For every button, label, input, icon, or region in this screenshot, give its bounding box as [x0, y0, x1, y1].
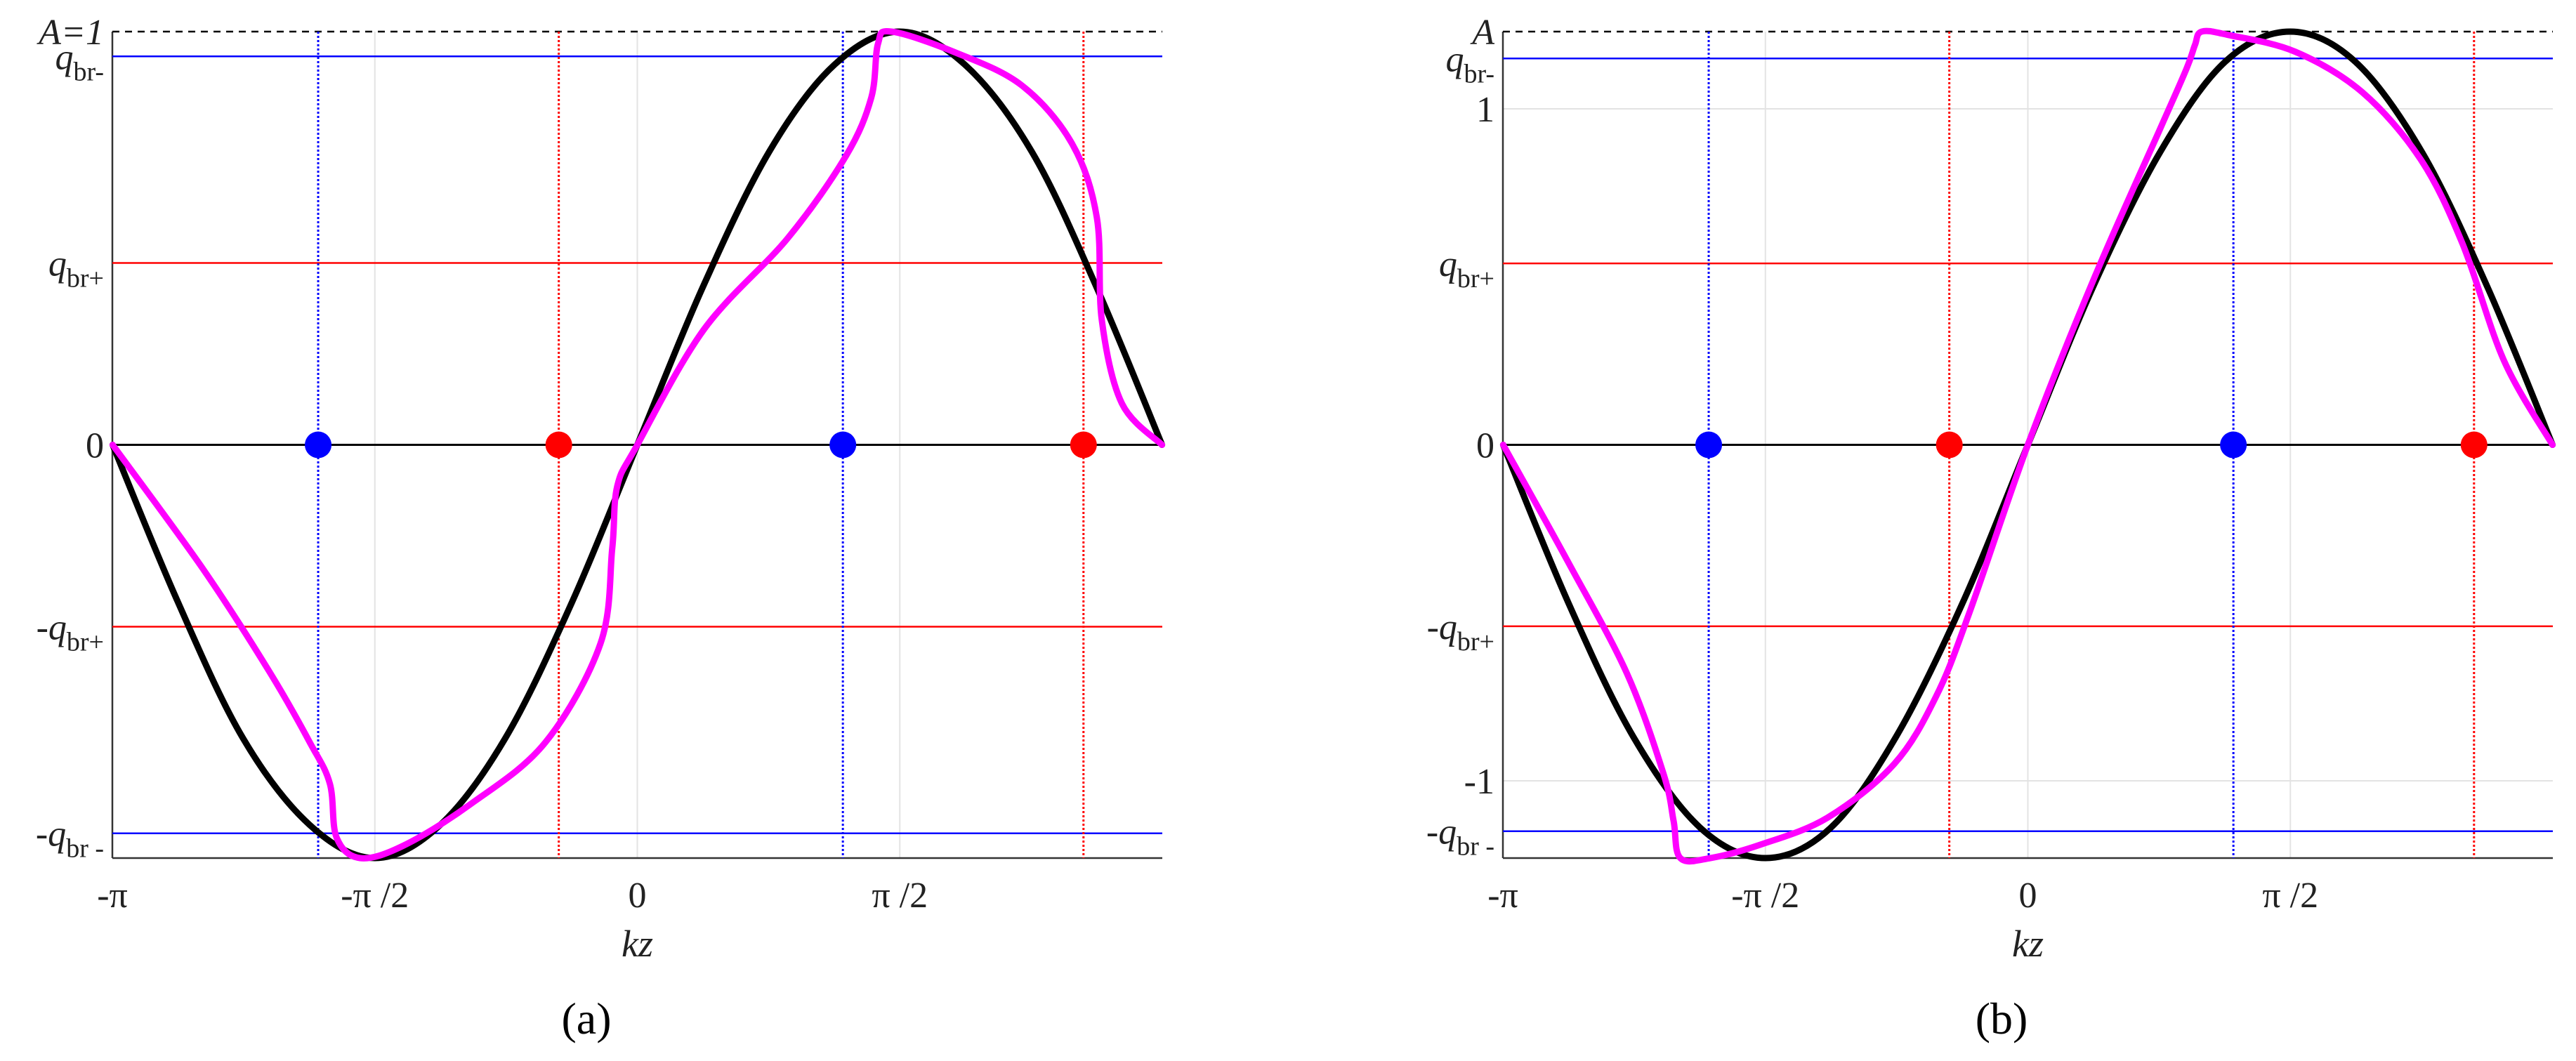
y-tick-main: -q — [37, 607, 67, 647]
x-tick-label: 0 — [629, 876, 647, 916]
y-tick-label: qbr- — [55, 37, 104, 86]
zero-marker — [545, 431, 572, 459]
zero-marker — [1936, 431, 1963, 459]
zero-marker — [2460, 431, 2488, 459]
y-tick-label: -qbr+ — [1427, 607, 1494, 657]
x-tick-label: π /2 — [872, 876, 928, 916]
x-axis-label: kz — [622, 923, 653, 965]
zero-marker — [829, 431, 857, 459]
y-tick-main: q — [1445, 39, 1464, 79]
y-tick-main: -q — [1427, 607, 1457, 647]
y-tick-label: qbr- — [1445, 39, 1494, 88]
x-tick-label: -π — [1487, 876, 1518, 916]
x-axis-label: kz — [2012, 923, 2044, 965]
y-tick-label: 0 — [86, 426, 104, 466]
y-tick-label: -qbr - — [36, 815, 104, 864]
y-tick-main: q — [48, 244, 67, 284]
panel-caption: (b) — [1976, 994, 2028, 1043]
y-tick-subscript: br- — [73, 57, 104, 86]
y-tick-main: -q — [1426, 812, 1457, 852]
y-tick-subscript: br - — [1457, 832, 1494, 862]
y-tick-main: -q — [36, 815, 66, 855]
y-tick-subscript: br+ — [1457, 627, 1494, 657]
y-tick-label: qbr+ — [1439, 244, 1494, 294]
y-tick-label: -1 — [1464, 762, 1494, 802]
y-tick-label: A — [1470, 13, 1494, 53]
y-tick-label: 0 — [1476, 426, 1494, 466]
y-tick-subscript: br - — [66, 834, 104, 864]
y-tick-subscript: br+ — [1457, 264, 1494, 294]
zero-marker — [305, 431, 332, 459]
x-tick-label: π /2 — [2262, 876, 2318, 916]
y-tick-label: -qbr - — [1426, 812, 1494, 862]
y-tick-label: 1 — [1476, 90, 1494, 130]
magenta-curve — [109, 28, 1166, 862]
y-tick-subscript: br+ — [67, 627, 104, 657]
panel-caption: (a) — [561, 994, 611, 1043]
x-tick-label: -π — [97, 876, 128, 916]
magenta-curve — [1499, 27, 2556, 865]
x-tick-label: 0 — [2019, 876, 2037, 916]
x-tick-label: -π /2 — [1731, 876, 1799, 916]
y-tick-subscript: br+ — [67, 264, 104, 294]
y-tick-subscript: br- — [1464, 59, 1494, 88]
zero-marker — [1070, 431, 1097, 459]
y-tick-main: q — [55, 37, 73, 77]
x-tick-label: -π /2 — [341, 876, 409, 916]
y-tick-main: q — [1439, 244, 1457, 284]
y-tick-label: qbr+ — [48, 244, 104, 294]
y-tick-label: -qbr+ — [37, 607, 104, 657]
y-tick-label: A=1 — [37, 13, 104, 53]
zero-marker — [1695, 431, 1723, 459]
zero-marker — [2220, 431, 2247, 459]
